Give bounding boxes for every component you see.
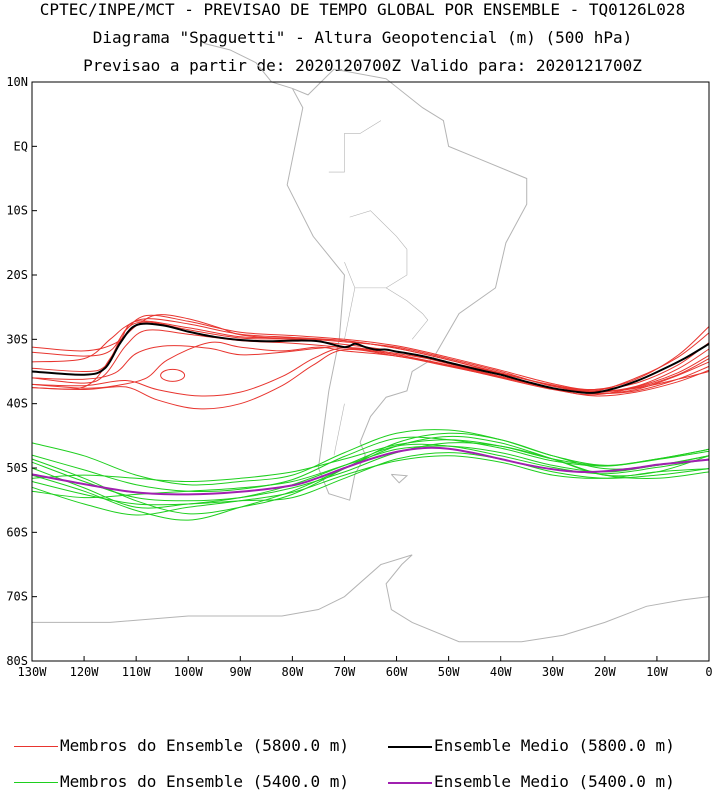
series-line-mean-5400-ensemble-medio-5400-0-m- [31,446,710,496]
spaghetti-chart: 130W 120W 110W 100W 90W 80W 70W 60W 50W 40W 30W 20W… [6,42,713,679]
country-border-2 [349,210,408,250]
country-border-5 [333,403,345,456]
x-tick-label: 100W [174,665,204,679]
members-5800-layer [31,314,710,410]
legend-members-5400: Membros do Ensemble (5400.0 m) [14,772,349,791]
x-tick-label: 120W [70,665,100,679]
land-map-layer [32,42,710,643]
x-tick-label: 40W [490,665,512,679]
x-tick-label: 80W [282,665,304,679]
legend-label-mean-5800: Ensemble Medio (5800.0 m) [434,736,675,755]
y-tick-label: 20S [6,268,28,282]
y-tick-label: 50S [6,461,28,475]
x-tick-label: 130W [18,665,48,679]
legend-label-members-5400: Membros do Ensemble (5400.0 m) [60,772,349,791]
axes-layer: 130W 120W 110W 100W 90W 80W 70W 60W 50W 40W 30W 20W… [6,75,712,679]
ensemble-means-layer [31,322,710,496]
y-tick-label: 70S [6,590,28,604]
y-tick-label: 60S [6,525,28,539]
legend-swatch-green-line [14,782,58,783]
y-tick-label: 40S [6,397,28,411]
chart-title-line-3: Previsao a partir de: 2020120700Z Valido… [83,56,642,75]
y-tick-label: 10S [6,204,28,218]
x-tick-label: 110W [122,665,152,679]
country-border-4 [385,287,429,340]
x-tick-label: 0 [705,665,712,679]
x-tick-label: 60W [386,665,408,679]
series-line-member-5800-m5800-4 [31,321,710,397]
y-tick-label: 30S [6,332,28,346]
legend-label-mean-5400: Ensemble Medio (5400.0 m) [434,772,675,791]
series-line-member-5400-m5400-2 [31,455,710,516]
series-line-member-5400-m5400-9 [31,432,710,515]
x-tick-label: 70W [334,665,356,679]
falkland-islands-outline [390,473,409,484]
series-line-member-5800-m5800-7 [31,348,710,410]
series-line-member-5400-m5400-1 [31,436,710,492]
series-line-member-5800-m5800-2 [31,329,710,396]
chart-title-line-2: Diagrama "Spaguetti" - Altura Geopotenci… [92,28,633,47]
series-line-member-5800-m5800-5 [31,314,710,391]
legend-swatch-purple-line [388,781,432,784]
series-line-member-5800-m5800-1 [31,320,710,392]
country-border-1 [344,249,408,289]
antarctica-outline [32,554,710,643]
series-line-mean-5800-ensemble-medio-5800-0-m- [31,322,710,395]
legend-mean-5800: Ensemble Medio (5800.0 m) [388,736,675,755]
series-line-member-5400-m5400-10 [31,435,710,521]
members-5400-layer [31,429,710,521]
x-tick-label: 30W [542,665,564,679]
central-america-outline [203,42,293,89]
y-tick-label: 10N [6,75,28,89]
y-tick-label: EQ [14,139,28,153]
x-tick-label: 10W [646,665,668,679]
series-line-member-5400-m5400-6 [31,452,710,506]
country-border-3 [328,120,382,173]
x-tick-label: 90W [229,665,251,679]
legend-swatch-black-line [388,745,432,748]
legend-mean-5400: Ensemble Medio (5400.0 m) [388,772,675,791]
plot-frame [31,81,710,662]
south-america-outline [286,68,528,501]
series-line-member-5800-m5800-10 [31,345,710,393]
x-tick-label: 50W [438,665,460,679]
chart-title-line-1: CPTEC/INPE/MCT - PREVISAO DE TEMPO GLOBA… [39,0,686,19]
member-5800-closed-contour [160,368,186,382]
y-tick-label: 80S [6,654,28,668]
legend-swatch-red-line [14,746,58,747]
x-tick-label: 20W [594,665,616,679]
series-line-member-5400-m5400-3 [31,443,710,509]
series-line-member-5400-m5400-7 [31,429,710,486]
legend-label-members-5800: Membros do Ensemble (5800.0 m) [60,736,349,755]
country-border-6 [344,287,356,340]
legend-members-5800: Membros do Ensemble (5800.0 m) [14,736,349,755]
